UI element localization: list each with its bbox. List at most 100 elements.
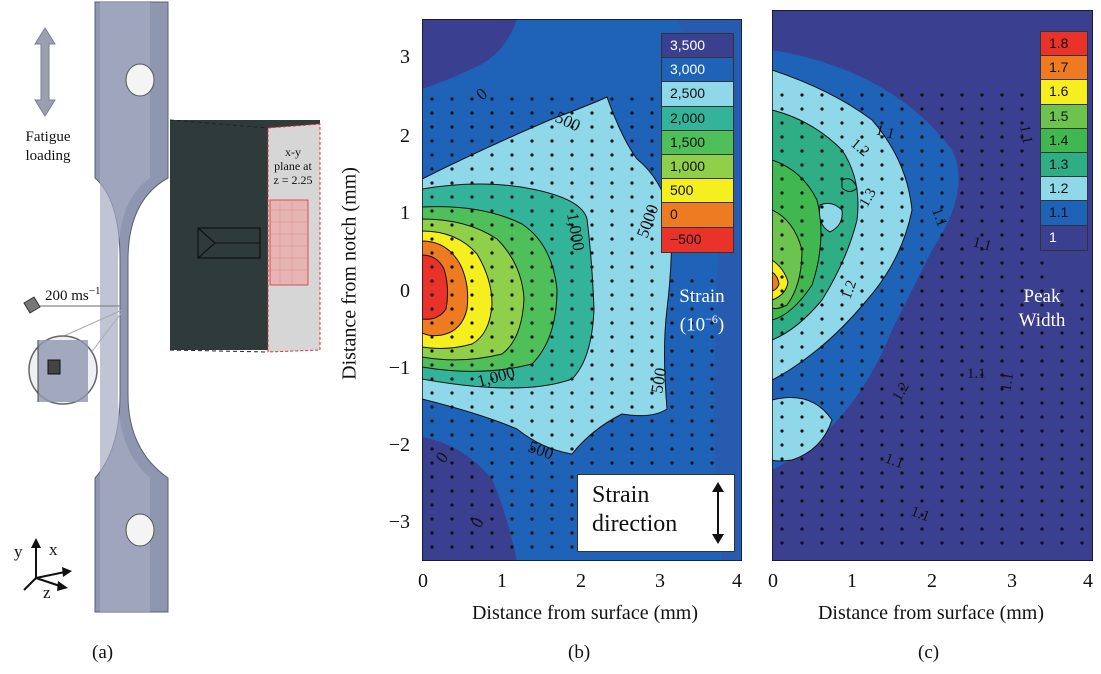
measurement-point <box>710 391 714 395</box>
measurement-point <box>550 153 554 157</box>
measurement-point <box>900 163 904 167</box>
measurement-point <box>530 545 534 549</box>
legend-item-label: 1,000 <box>670 157 706 174</box>
measurement-point <box>510 475 514 479</box>
speed-exponent: −1 <box>88 285 101 297</box>
measurement-point <box>510 237 514 241</box>
measurement-point <box>1000 513 1004 517</box>
measurement-point <box>840 401 844 405</box>
measurement-point <box>940 275 944 279</box>
measurement-point <box>960 443 964 447</box>
legend-item-label: −500 <box>670 230 702 247</box>
measurement-point <box>510 265 514 269</box>
measurement-point <box>1000 93 1004 97</box>
measurement-point <box>470 125 474 129</box>
measurement-point <box>780 401 784 405</box>
measurement-point <box>670 321 674 325</box>
measurement-point <box>570 475 574 479</box>
measurement-point <box>940 541 944 545</box>
measurement-point <box>1000 289 1004 293</box>
measurement-point <box>450 97 454 101</box>
measurement-point <box>630 111 634 115</box>
measurement-point <box>900 149 904 153</box>
magnifier-icon <box>28 335 98 405</box>
measurement-point <box>1000 415 1004 419</box>
measurement-point <box>1000 261 1004 265</box>
measurement-point <box>820 373 824 377</box>
measurement-point <box>980 317 984 321</box>
measurement-point <box>570 531 574 535</box>
measurement-point <box>960 149 964 153</box>
measurement-point <box>940 289 944 293</box>
measurement-point <box>450 349 454 353</box>
measurement-point <box>590 391 594 395</box>
measurement-point <box>650 167 654 171</box>
measurement-point <box>450 237 454 241</box>
measurement-point <box>920 93 924 97</box>
measurement-point <box>800 457 804 461</box>
measurement-point <box>570 489 574 493</box>
measurement-point <box>690 405 694 409</box>
measurement-point <box>650 139 654 143</box>
contour-labels: 1.1 1.2 1.1 1.3 1.1 1.2 1.1 1.1 1.2 1.1 … <box>839 122 1035 525</box>
measurement-point <box>840 303 844 307</box>
measurement-point <box>800 261 804 265</box>
measurement-point <box>570 545 574 549</box>
measurement-point <box>960 513 964 517</box>
contour-1-7 <box>772 271 780 292</box>
measurement-point <box>690 391 694 395</box>
measurement-point <box>920 443 924 447</box>
measurement-point <box>470 363 474 367</box>
legend-item-label: 1.6 <box>1049 83 1069 100</box>
measurement-point <box>880 387 884 391</box>
measurement-point <box>1020 429 1024 433</box>
legend-item: 1.4 <box>1041 128 1087 153</box>
measurement-point <box>800 541 804 545</box>
measurement-point <box>430 181 434 185</box>
measurement-point <box>570 447 574 451</box>
measurement-point <box>450 181 454 185</box>
y-tick-label: 0 <box>400 280 410 302</box>
measurement-point <box>610 125 614 129</box>
measurement-point <box>450 461 454 465</box>
measurement-point <box>960 331 964 335</box>
measurement-point <box>530 391 534 395</box>
measurement-point <box>430 209 434 213</box>
measurement-point <box>1060 541 1064 545</box>
measurement-point <box>800 429 804 433</box>
measurement-point <box>1000 401 1004 405</box>
fatigue-label-line2: loading <box>25 148 71 164</box>
measurement-point <box>470 209 474 213</box>
measurement-point <box>1020 135 1024 139</box>
legend-item-label: 2,000 <box>670 109 706 126</box>
measurement-point <box>630 377 634 381</box>
measurement-point <box>490 223 494 227</box>
measurement-point <box>610 237 614 241</box>
measurement-point <box>800 289 804 293</box>
measurement-point <box>820 415 824 419</box>
measurement-point <box>710 405 714 409</box>
measurement-point <box>920 387 924 391</box>
x-tick-label: 1 <box>497 570 507 592</box>
measurement-point <box>820 429 824 433</box>
measurement-point <box>800 303 804 307</box>
measurement-point <box>650 363 654 367</box>
measurement-point <box>610 209 614 213</box>
measurement-point <box>900 345 904 349</box>
measurement-point <box>860 471 864 475</box>
legend-item: 2,000 <box>662 106 733 131</box>
measurement-point <box>430 461 434 465</box>
measurement-point <box>1020 177 1024 181</box>
measurement-point <box>960 429 964 433</box>
measurement-point <box>1080 387 1084 391</box>
measurement-point <box>490 419 494 423</box>
measurement-point <box>980 177 984 181</box>
measurement-point <box>1020 331 1024 335</box>
measurement-point <box>780 457 784 461</box>
measurement-point <box>510 433 514 437</box>
legend-title-line2: Width <box>1018 310 1066 331</box>
measurement-point <box>980 289 984 293</box>
measurement-point <box>1020 107 1024 111</box>
y-tick-label: −3 <box>388 511 410 533</box>
measurement-point <box>450 405 454 409</box>
